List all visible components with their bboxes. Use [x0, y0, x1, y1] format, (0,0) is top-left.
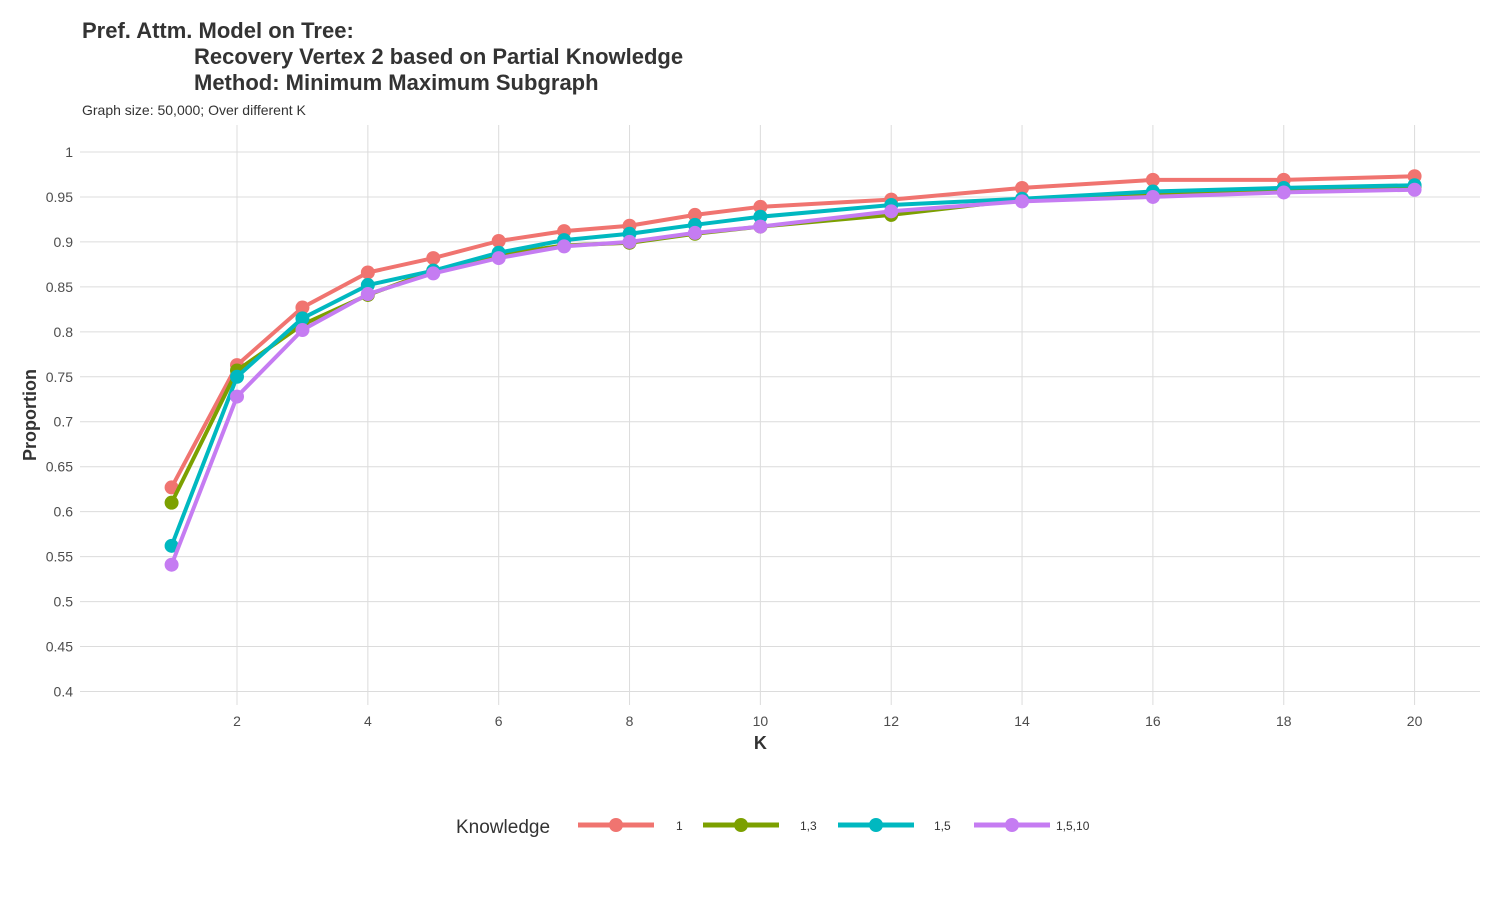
x-tick-label: 10: [753, 713, 769, 729]
legend-key-point: [734, 818, 748, 832]
x-tick-label: 14: [1014, 713, 1030, 729]
data-point: [557, 239, 572, 254]
data-point: [230, 369, 245, 384]
data-point: [164, 538, 179, 553]
data-point: [1145, 172, 1160, 187]
data-point: [1276, 185, 1291, 200]
y-tick-label: 0.45: [46, 639, 73, 655]
series-line: [169, 185, 1417, 505]
legend-label: 1: [676, 819, 683, 833]
data-point: [1015, 180, 1030, 195]
chart-subtitle: Graph size: 50,000; Over different K: [82, 102, 306, 118]
chart-title-line-1: Pref. Attm. Model on Tree:: [82, 18, 354, 43]
legend-item: 1,5: [838, 818, 951, 833]
data-point: [1407, 182, 1422, 197]
series-3: [164, 178, 1422, 553]
x-tick-label: 8: [626, 713, 634, 729]
data-point: [426, 251, 441, 266]
legend-key-point: [869, 818, 883, 832]
x-tick-label: 16: [1145, 713, 1161, 729]
data-point: [360, 265, 375, 280]
y-tick-label: 0.55: [46, 549, 73, 565]
x-tick-label: 2: [233, 713, 241, 729]
data-point: [622, 234, 637, 249]
data-point: [884, 204, 899, 219]
legend-item: 1: [578, 818, 683, 833]
data-point: [230, 389, 245, 404]
chart-title-line-2: Recovery Vertex 2 based on Partial Knowl…: [194, 44, 684, 69]
y-axis-title: Proportion: [20, 369, 40, 461]
legend-label: 1,5: [934, 819, 951, 833]
data-point: [753, 199, 768, 214]
y-tick-label: 0.4: [54, 684, 74, 700]
data-point: [1015, 194, 1030, 209]
y-tick-label: 0.6: [54, 504, 74, 520]
x-axis-title: K: [754, 733, 767, 753]
data-point: [753, 209, 768, 224]
y-tick-label: 0.8: [54, 324, 74, 340]
legend-key-point: [609, 818, 623, 832]
y-tick-label: 0.95: [46, 189, 73, 205]
y-tick-label: 0.65: [46, 459, 73, 475]
y-tick-label: 0.5: [54, 594, 74, 610]
chart-title: Pref. Attm. Model on Tree: Recovery Vert…: [82, 18, 683, 96]
legend-label: 1,5,10: [1056, 819, 1090, 833]
legend: Knowledge 1 1,3 1,5 1,5,10: [456, 817, 1090, 838]
data-point: [164, 557, 179, 572]
data-point: [426, 266, 441, 281]
x-tick-label: 12: [883, 713, 899, 729]
data-point: [687, 207, 702, 222]
x-tick-label: 6: [495, 713, 503, 729]
data-point: [295, 323, 310, 338]
legend-item: 1,5,10: [974, 818, 1090, 833]
data-point: [491, 234, 506, 248]
data-point: [491, 251, 506, 266]
legend-label: 1,3: [800, 819, 817, 833]
y-tick-label: 1: [65, 144, 73, 160]
data-point: [687, 225, 702, 240]
legend-key-point: [1005, 818, 1019, 832]
legend-item: 1,3: [703, 818, 817, 833]
data-point: [295, 311, 310, 326]
data-point: [164, 495, 179, 510]
legend-title: Knowledge: [456, 817, 550, 838]
series-line: [169, 183, 1417, 548]
data-point: [360, 287, 375, 302]
series-4: [164, 182, 1422, 572]
data-point: [295, 300, 310, 315]
y-tick-label: 0.85: [46, 279, 73, 295]
data-point: [164, 480, 179, 495]
data-point: [1145, 189, 1160, 204]
y-tick-label: 0.75: [46, 369, 73, 385]
data-point: [753, 219, 768, 234]
y-tick-label: 0.7: [54, 414, 74, 430]
y-tick-label: 0.9: [54, 234, 74, 250]
series-2: [164, 180, 1422, 510]
chart-title-line-3: Method: Minimum Maximum Subgraph: [194, 70, 599, 95]
x-tick-label: 18: [1276, 713, 1292, 729]
x-tick-label: 20: [1407, 713, 1423, 729]
x-tick-label: 4: [364, 713, 372, 729]
